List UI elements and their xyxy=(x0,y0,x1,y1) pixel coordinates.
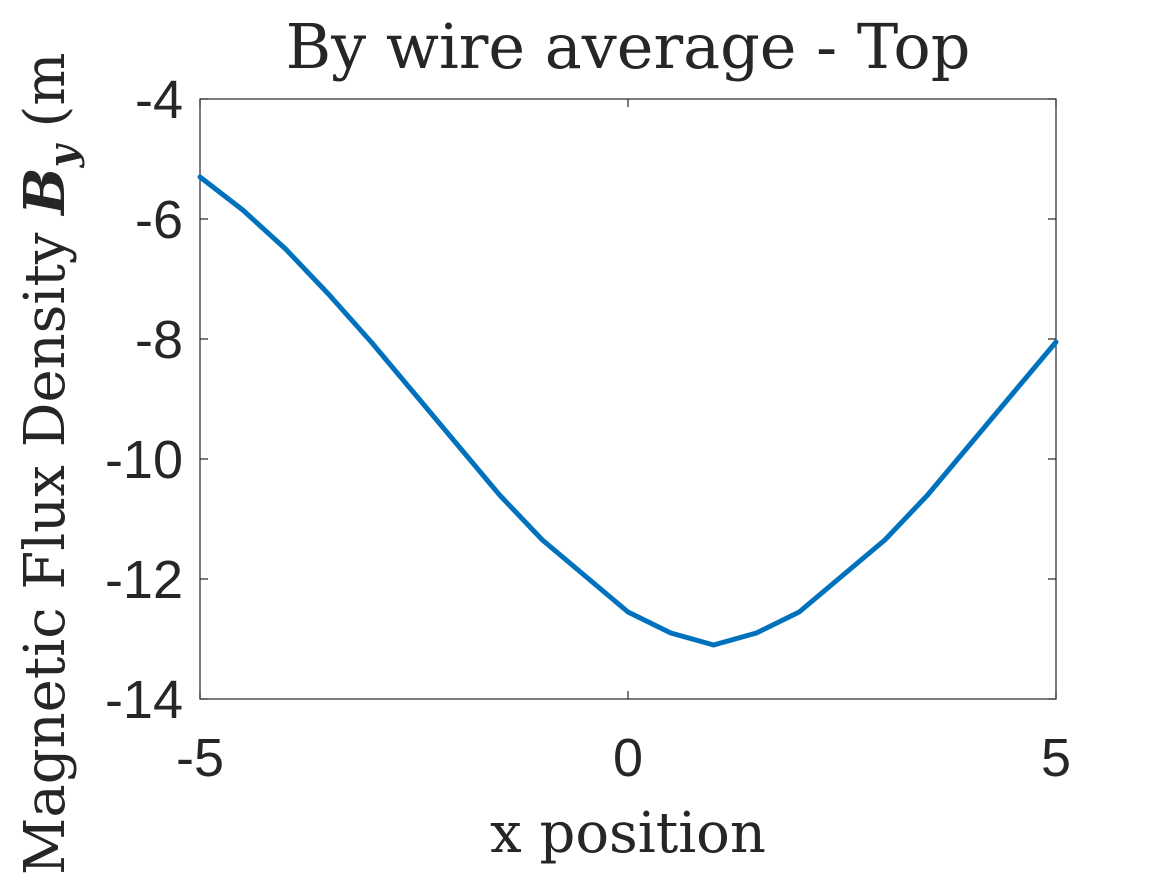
y-tick-label: -6 xyxy=(135,190,183,250)
y-axis-label-subscript: y xyxy=(40,142,85,168)
x-tick-label: 5 xyxy=(1041,728,1071,788)
tick-marks xyxy=(199,98,1057,700)
x-tick-label: 0 xyxy=(613,728,643,788)
x-tick-labels: -5 0 5 xyxy=(176,728,1071,788)
y-tick-label: -10 xyxy=(105,430,183,490)
y-axis-label-unit: (m xyxy=(13,53,78,146)
x-tick-label: -5 xyxy=(176,728,224,788)
y-tick-label: -14 xyxy=(105,670,183,730)
y-axis-label-symbol: B xyxy=(12,167,78,216)
y-tick-label: -8 xyxy=(135,310,183,370)
x-axis-label: x position xyxy=(490,801,766,866)
y-tick-labels: -4 -6 -8 -10 -12 -14 xyxy=(105,70,183,730)
y-tick-label: -12 xyxy=(105,550,183,610)
y-tick-label: -4 xyxy=(135,70,183,130)
y-axis-label: Magnetic Flux Density By (m xyxy=(12,53,85,875)
y-axis-label-text: Magnetic Flux Density xyxy=(13,215,78,875)
plot-area xyxy=(197,98,1059,700)
chart-title: By wire average - Top xyxy=(286,10,971,83)
series-line xyxy=(197,174,1059,648)
